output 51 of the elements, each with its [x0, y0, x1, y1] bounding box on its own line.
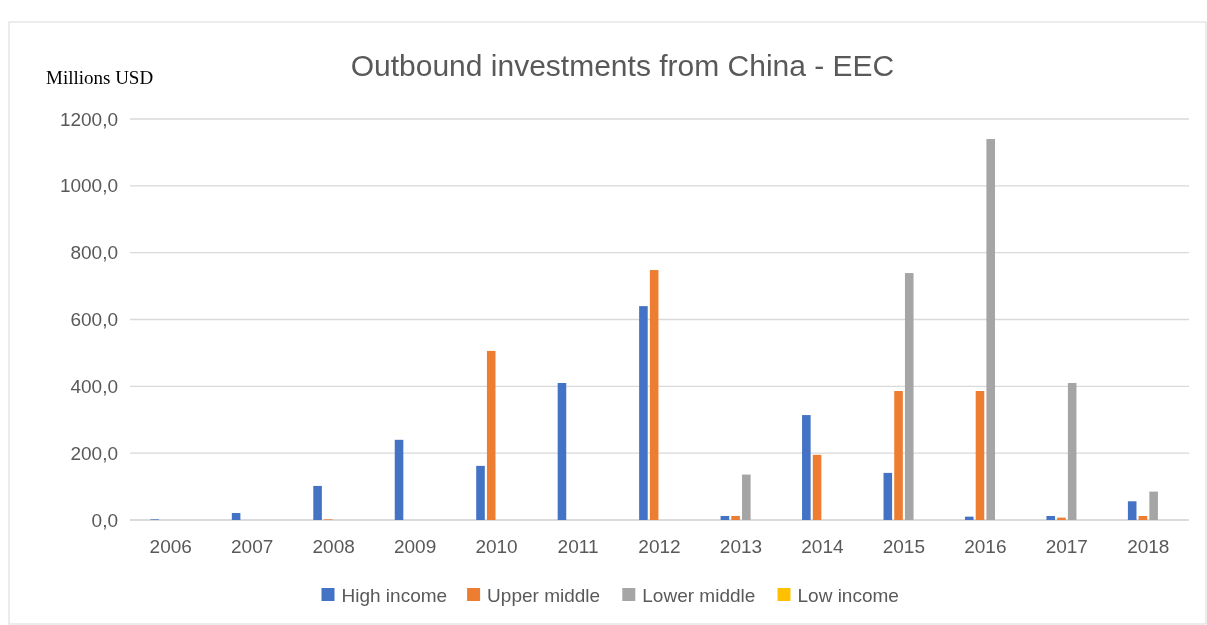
y-tick-label: 400,0 — [70, 375, 118, 397]
bar — [1067, 382, 1077, 520]
x-tick-label: 2010 — [475, 536, 518, 557]
legend-label: High income — [341, 584, 448, 606]
x-tick-label: 2007 — [231, 536, 274, 557]
x-tick-label: 2009 — [393, 536, 437, 557]
x-tick-label: 2015 — [882, 536, 926, 557]
y-tick-label: 1000,0 — [59, 175, 118, 197]
bar — [313, 485, 322, 520]
bar — [720, 515, 730, 520]
legend-label: Low income — [797, 584, 899, 606]
bar — [649, 270, 659, 520]
y-axis-title: Millions USD — [46, 67, 154, 88]
bar — [557, 382, 567, 520]
bar — [904, 273, 914, 520]
bar — [964, 516, 974, 520]
y-tick-label: 200,0 — [70, 442, 118, 464]
x-tick-label: 2013 — [719, 536, 763, 557]
y-tick-label: 800,0 — [70, 242, 118, 264]
bar — [639, 306, 648, 520]
y-tick-label: 600,0 — [70, 309, 118, 331]
legend-label: Lower middle — [642, 584, 756, 606]
bar — [1149, 491, 1158, 520]
y-tick-label: 1200,0 — [59, 108, 118, 130]
y-tick-label: 0,0 — [91, 509, 118, 531]
legend-label: Upper middle — [487, 584, 601, 606]
bar — [1057, 517, 1066, 520]
x-tick-label: 2017 — [1045, 536, 1088, 557]
bar — [231, 512, 241, 520]
bar — [894, 391, 903, 520]
bar — [812, 454, 822, 520]
chart-title: Outbound investments from China - EEC — [350, 49, 895, 82]
bar — [986, 139, 995, 520]
bar — [802, 415, 811, 520]
bar — [394, 439, 404, 520]
x-tick-label: 2016 — [964, 536, 1007, 557]
x-tick-label: 2018 — [1127, 536, 1170, 557]
bar — [1046, 515, 1056, 520]
bar — [883, 472, 893, 520]
bar — [975, 391, 985, 520]
bar — [486, 350, 496, 520]
bar — [1127, 501, 1137, 520]
bar — [731, 515, 740, 520]
bar — [1138, 515, 1148, 520]
x-tick-label: 2006 — [149, 536, 192, 557]
x-tick-label: 2012 — [638, 536, 681, 557]
x-tick-label: 2008 — [312, 536, 355, 557]
x-tick-label: 2011 — [557, 536, 599, 557]
bar — [476, 465, 485, 520]
x-tick-label: 2014 — [801, 536, 844, 557]
bar — [742, 474, 751, 520]
